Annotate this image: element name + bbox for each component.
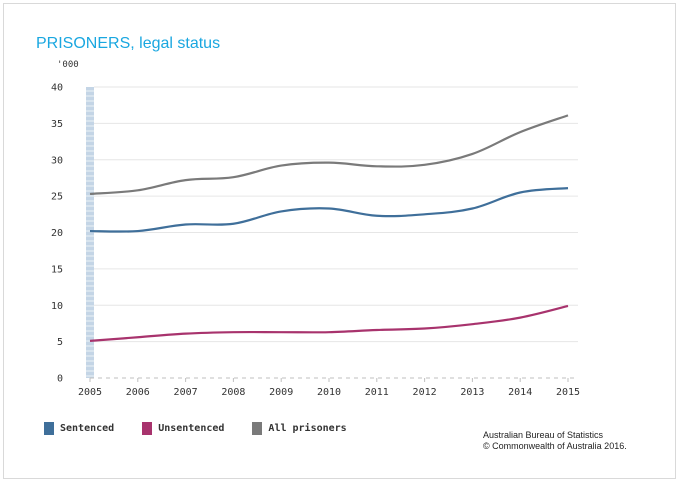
x-tick-label: 2008: [221, 387, 245, 398]
x-tick-label: 2015: [556, 387, 580, 398]
chart-legend: Sentenced Unsentenced All prisoners: [44, 420, 375, 436]
y-tick-label: 20: [51, 228, 63, 239]
series-line-sentenced: [89, 187, 569, 233]
y-tick-label: 5: [57, 337, 63, 348]
x-tick-label: 2012: [413, 387, 437, 398]
legend-label: All prisoners: [268, 422, 347, 434]
legend-item-all-prisoners: All prisoners: [252, 421, 347, 435]
legend-label: Unsentenced: [158, 422, 225, 434]
x-tick-label: 2006: [126, 387, 150, 398]
source-line-1: Australian Bureau of Statistics: [483, 430, 604, 440]
x-tick-label: 2005: [78, 387, 102, 398]
y-axis-band: [86, 87, 94, 378]
x-tick-label: 2010: [317, 387, 341, 398]
y-tick-label: 35: [51, 119, 63, 130]
series-line-unsentenced: [89, 304, 569, 342]
series-line-all-prisoners: [89, 114, 569, 196]
y-tick-label: 15: [51, 264, 63, 275]
source-note: Australian Bureau of Statistics © Common…: [483, 430, 627, 452]
y-tick-label: 40: [51, 83, 63, 94]
x-tick-label: 2014: [508, 387, 532, 398]
chart-frame: [3, 3, 676, 479]
y-tick-label: 0: [57, 374, 63, 385]
x-tick-label: 2009: [269, 387, 293, 398]
legend-swatch: [44, 421, 54, 435]
x-tick-label: 2007: [174, 387, 198, 398]
legend-swatch: [142, 421, 153, 435]
legend-item-unsentenced: Unsentenced: [142, 421, 225, 435]
y-tick-label: 10: [51, 301, 63, 312]
y-tick-label: 30: [51, 155, 63, 166]
x-tick-label: 2013: [460, 387, 484, 398]
legend-label: Sentenced: [60, 422, 115, 434]
unit-label: '000: [57, 60, 79, 70]
legend-swatch: [252, 421, 263, 435]
source-line-2: © Commonwealth of Australia 2016.: [483, 441, 627, 451]
legend-item-sentenced: Sentenced: [44, 421, 115, 435]
y-tick-label: 25: [51, 192, 63, 203]
x-tick-label: 2011: [365, 387, 389, 398]
chart-title: PRISONERS, legal status: [36, 35, 221, 52]
